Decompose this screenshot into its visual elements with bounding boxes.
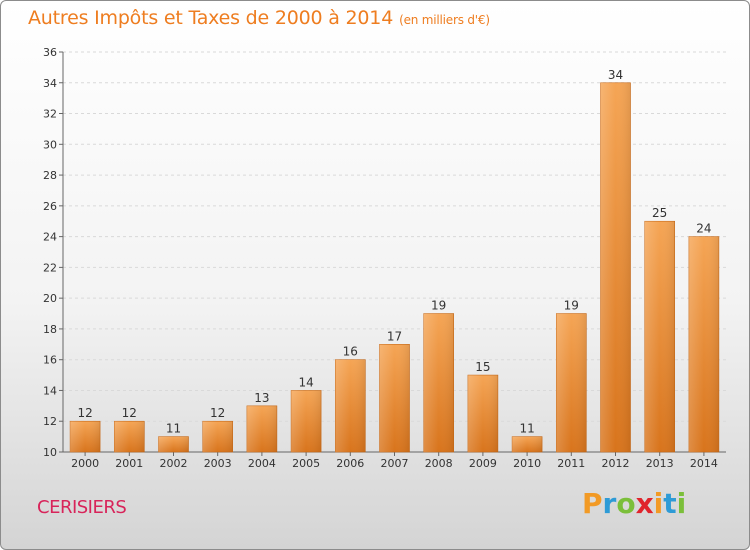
bar-shading xyxy=(423,313,454,452)
y-tick-label: 22 xyxy=(43,261,57,274)
logo-letter: i xyxy=(653,487,664,520)
y-tick-label: 18 xyxy=(43,323,57,336)
bar-shading xyxy=(512,436,543,452)
x-tick-label: 2002 xyxy=(160,457,188,470)
y-tick-label: 32 xyxy=(43,108,57,121)
data-label: 12 xyxy=(210,406,225,420)
data-label: 16 xyxy=(343,345,358,359)
y-tick-label: 30 xyxy=(43,138,57,151)
x-tick-label: 2010 xyxy=(513,457,541,470)
x-tick-label: 2001 xyxy=(115,457,143,470)
logo-letter: o xyxy=(616,487,636,520)
label-layer: 12 12 11 12 13 14 16 17 19 15 11 19 34 25 24 xyxy=(77,68,711,436)
y-tick-label: 36 xyxy=(43,46,57,59)
title-text: Autres Impôts et Taxes de 2000 à 2014 xyxy=(28,7,394,29)
data-label: 25 xyxy=(652,206,667,220)
chart-title: Autres Impôts et Taxes de 2000 à 2014 (en… xyxy=(28,7,490,29)
x-tick-label: 2000 xyxy=(71,457,99,470)
x-tick-label: 2013 xyxy=(646,457,674,470)
x-tick-label: 2011 xyxy=(557,457,585,470)
data-label: 13 xyxy=(254,391,269,405)
y-tick-label: 14 xyxy=(43,384,57,397)
data-label: 12 xyxy=(77,406,92,420)
logo-letter: x xyxy=(635,487,654,520)
bar-shading xyxy=(335,359,366,452)
bar-layer xyxy=(69,82,720,453)
proxiti-logo[interactable]: Proxiti xyxy=(582,487,686,520)
bar-shading xyxy=(688,236,719,452)
data-label: 14 xyxy=(298,375,313,389)
y-tick-label: 16 xyxy=(43,354,57,367)
x-tick-label: 2004 xyxy=(248,457,276,470)
logo-letter: P xyxy=(582,487,603,520)
x-tick-label: 2006 xyxy=(336,457,364,470)
bar-shading xyxy=(246,405,277,452)
x-tick-label: 2012 xyxy=(602,457,630,470)
y-tick-label: 12 xyxy=(43,415,57,428)
data-label: 19 xyxy=(564,299,579,313)
y-tick-label: 26 xyxy=(43,200,57,213)
bar-shading xyxy=(158,436,189,452)
x-tick-label: 2003 xyxy=(204,457,232,470)
x-tick-label: 2008 xyxy=(425,457,453,470)
data-label: 15 xyxy=(475,360,490,374)
x-tick-label: 2014 xyxy=(690,457,718,470)
x-tick-label: 2007 xyxy=(381,457,409,470)
bar-shading xyxy=(467,375,498,452)
y-tick-label: 34 xyxy=(43,77,57,90)
data-label: 11 xyxy=(519,422,534,436)
y-tick-label: 10 xyxy=(43,446,57,459)
logo-letter: r xyxy=(602,487,617,520)
chart-subtitle: (en milliers d'€) xyxy=(399,13,490,27)
bar-shading xyxy=(556,313,587,452)
data-label: 17 xyxy=(387,329,402,343)
bar-shading xyxy=(202,421,233,452)
y-tick-label: 24 xyxy=(43,231,57,244)
bar-shading xyxy=(379,344,410,452)
x-tick-label: 2009 xyxy=(469,457,497,470)
x-tick-label: 2005 xyxy=(292,457,320,470)
data-label: 19 xyxy=(431,299,446,313)
bar-shading xyxy=(600,82,631,453)
data-label: 11 xyxy=(166,422,181,436)
logo-letter: t xyxy=(663,487,677,520)
bar-shading xyxy=(644,221,675,452)
data-label: 24 xyxy=(696,222,711,236)
data-label: 12 xyxy=(122,406,137,420)
logo-letter: i xyxy=(676,487,687,520)
commune-name: CERISIERS xyxy=(37,497,127,518)
data-label: 34 xyxy=(608,68,623,82)
y-tick-label: 28 xyxy=(43,169,57,182)
y-tick-label: 20 xyxy=(43,292,57,305)
bar-shading xyxy=(291,390,322,452)
bar-shading xyxy=(70,421,101,452)
bar-shading xyxy=(114,421,145,452)
